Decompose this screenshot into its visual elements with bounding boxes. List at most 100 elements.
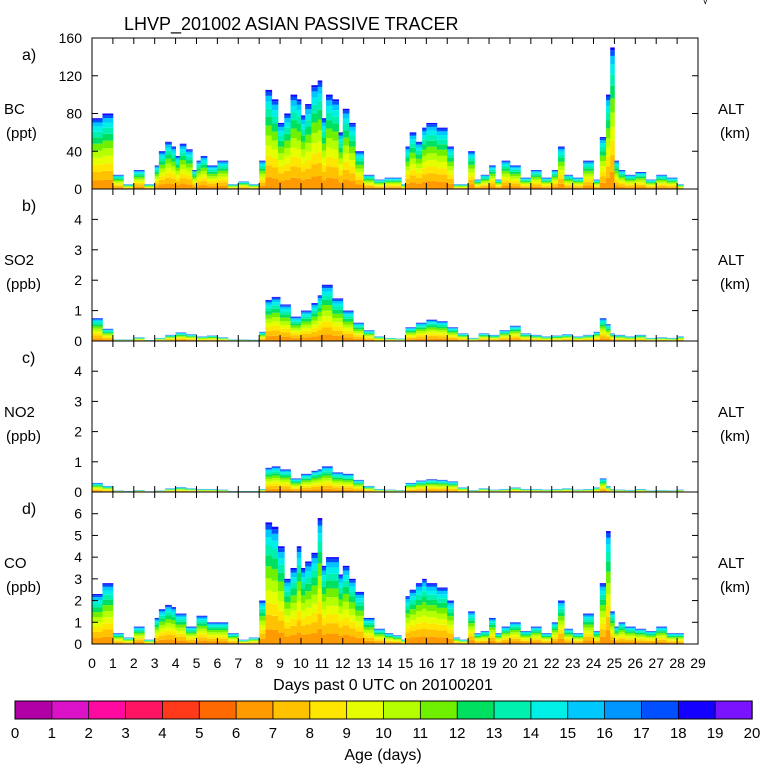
data-bar [165, 622, 172, 627]
data-bar [645, 633, 657, 635]
data-bar [300, 480, 312, 483]
data-bar [562, 339, 574, 341]
data-bar [520, 631, 532, 632]
data-bar [311, 132, 319, 144]
data-bar [342, 179, 350, 189]
data-bar [158, 615, 166, 619]
data-bar [290, 100, 298, 106]
data-bar [353, 332, 365, 335]
data-bar [593, 332, 601, 334]
data-bar [374, 638, 385, 641]
data-bar [405, 483, 417, 485]
data-bar [271, 178, 279, 189]
data-bar [158, 153, 166, 156]
data-bar [480, 175, 490, 176]
data-bar [666, 642, 678, 644]
data-bar [305, 607, 312, 616]
x-tick-label: 3 [151, 655, 159, 671]
data-bar [311, 585, 319, 595]
data-bar [200, 159, 208, 163]
data-bar [495, 184, 502, 186]
data-bar [280, 317, 291, 322]
data-bar [401, 642, 406, 644]
data-bar [284, 133, 291, 141]
data-bar [468, 164, 475, 169]
data-bar [564, 182, 574, 185]
data-bar [355, 631, 365, 638]
data-bar [271, 529, 279, 534]
data-bar [422, 144, 427, 150]
data-bar [624, 628, 636, 630]
data-bar [186, 336, 197, 338]
data-bar [265, 566, 273, 579]
data-bar [656, 179, 668, 182]
data-bar [557, 601, 565, 604]
data-bar [480, 636, 490, 639]
colorbar-swatch [198, 700, 237, 720]
data-bar [265, 331, 273, 337]
data-bar [614, 627, 619, 629]
data-bar [530, 338, 542, 340]
data-bar [436, 483, 448, 485]
data-bar [501, 168, 511, 171]
data-bar [317, 588, 323, 602]
data-bar [321, 334, 333, 341]
data-bar [614, 638, 619, 640]
data-bar [614, 185, 619, 189]
data-bar [405, 601, 411, 606]
data-bar [610, 640, 615, 644]
data-bar [501, 160, 511, 162]
data-bar [265, 125, 273, 136]
data-bar [300, 618, 306, 626]
data-bar [583, 339, 594, 341]
data-bar [277, 146, 285, 154]
data-bar [154, 619, 160, 622]
data-bar [271, 302, 281, 306]
data-bar [610, 155, 615, 173]
data-bar [154, 632, 160, 636]
data-bar [179, 164, 187, 170]
data-bar [480, 632, 490, 634]
x-tick-label: 11 [315, 655, 330, 671]
data-bar [200, 157, 208, 160]
data-bar [186, 175, 193, 180]
right-axis-label: ALT [718, 252, 744, 269]
data-bar [296, 552, 302, 559]
data-bar [415, 488, 427, 490]
data-bar [426, 617, 438, 624]
data-bar [436, 598, 448, 603]
data-bar [338, 169, 344, 176]
data-bar [572, 185, 584, 187]
data-bar [363, 335, 375, 337]
data-bar [175, 336, 187, 338]
data-bar [200, 167, 208, 172]
data-bar [280, 305, 291, 307]
colorbar-tick-label: 19 [707, 725, 724, 742]
data-bar [102, 488, 114, 490]
data-bar [192, 182, 197, 185]
data-bar [405, 328, 417, 329]
data-bar [259, 612, 266, 617]
data-bar [384, 635, 394, 637]
data-bar [284, 155, 291, 164]
data-bar [238, 182, 250, 184]
data-bar [645, 187, 657, 189]
data-bar [284, 628, 291, 637]
data-bar [677, 639, 684, 641]
data-bar [495, 634, 502, 636]
data-bar [154, 640, 160, 644]
data-bar [277, 601, 285, 611]
data-bar [338, 182, 344, 189]
data-bar [192, 171, 197, 173]
data-bar [426, 124, 438, 127]
data-bar [158, 628, 166, 633]
data-bar [572, 179, 584, 181]
data-bar [447, 334, 459, 337]
data-bar [238, 185, 250, 187]
data-bar [541, 634, 553, 636]
data-bar [175, 171, 181, 175]
data-bar [426, 140, 438, 147]
data-bar [175, 613, 187, 615]
data-bar [102, 140, 114, 149]
